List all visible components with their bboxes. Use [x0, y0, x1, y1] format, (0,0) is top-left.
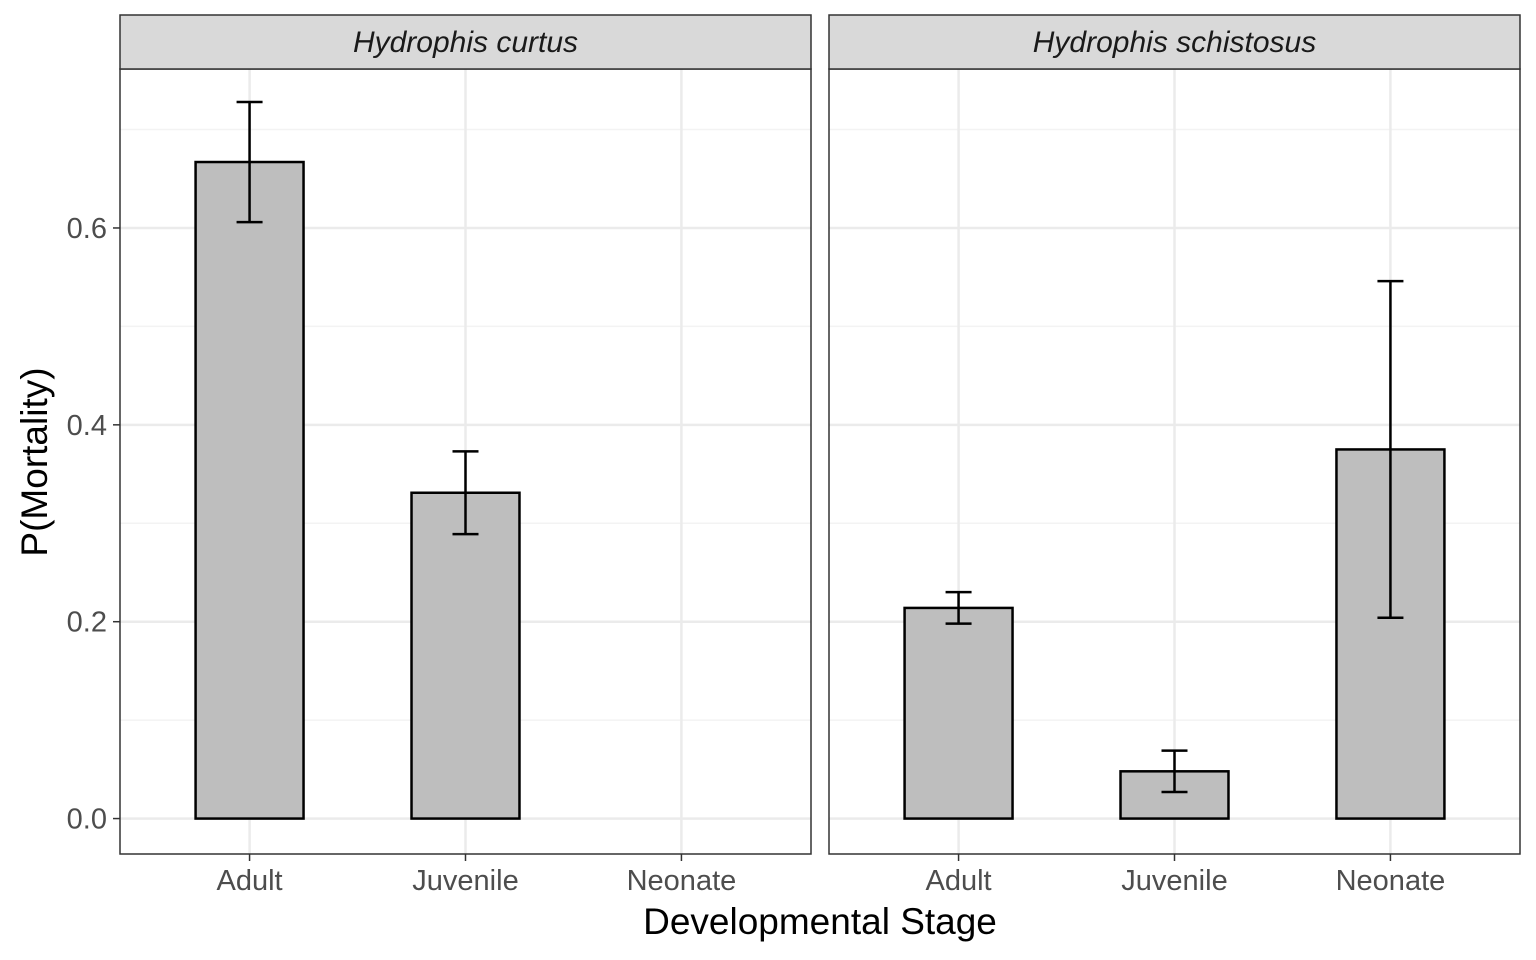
strip-background: [119, 14, 812, 70]
y-tick-label: 0.2: [67, 607, 107, 639]
y-axis-title: P(Mortality): [14, 367, 55, 556]
error-bar-juvenile: [452, 450, 479, 536]
error-bar-juvenile: [1161, 749, 1188, 794]
error-bar-adult: [236, 100, 263, 224]
strip-label: Hydrophis schistosus: [1033, 26, 1316, 59]
y-tick-label: 0.6: [67, 213, 107, 245]
bar-adult: [194, 160, 305, 820]
x-tick-label: Adult: [926, 865, 992, 897]
x-tick-label: Neonate: [627, 865, 737, 897]
y-axis: 0.0 0.2 0.4 0.6: [67, 213, 120, 836]
bar-adult: [903, 606, 1014, 820]
strip-background: [828, 14, 1521, 70]
bar-juvenile: [410, 491, 521, 820]
strip-label: Hydrophis curtus: [353, 26, 578, 59]
error-bar-neonate: [1377, 279, 1404, 620]
x-axis-title: Developmental Stage: [643, 901, 997, 942]
x-tick-label: Juvenile: [412, 865, 518, 897]
x-tick-label: Neonate: [1336, 865, 1446, 897]
y-tick-label: 0.4: [67, 410, 107, 442]
x-tick-label: Adult: [217, 865, 283, 897]
y-tick-label: 0.0: [67, 804, 107, 836]
panel-1: Hydrophis curtus Adult Juvenile Neonate: [119, 14, 812, 897]
panel-2: Hydrophis schistosus Adult Juvenile Neonate: [828, 14, 1521, 897]
error-bar-adult: [945, 590, 972, 625]
x-tick-label: Juvenile: [1121, 865, 1227, 897]
